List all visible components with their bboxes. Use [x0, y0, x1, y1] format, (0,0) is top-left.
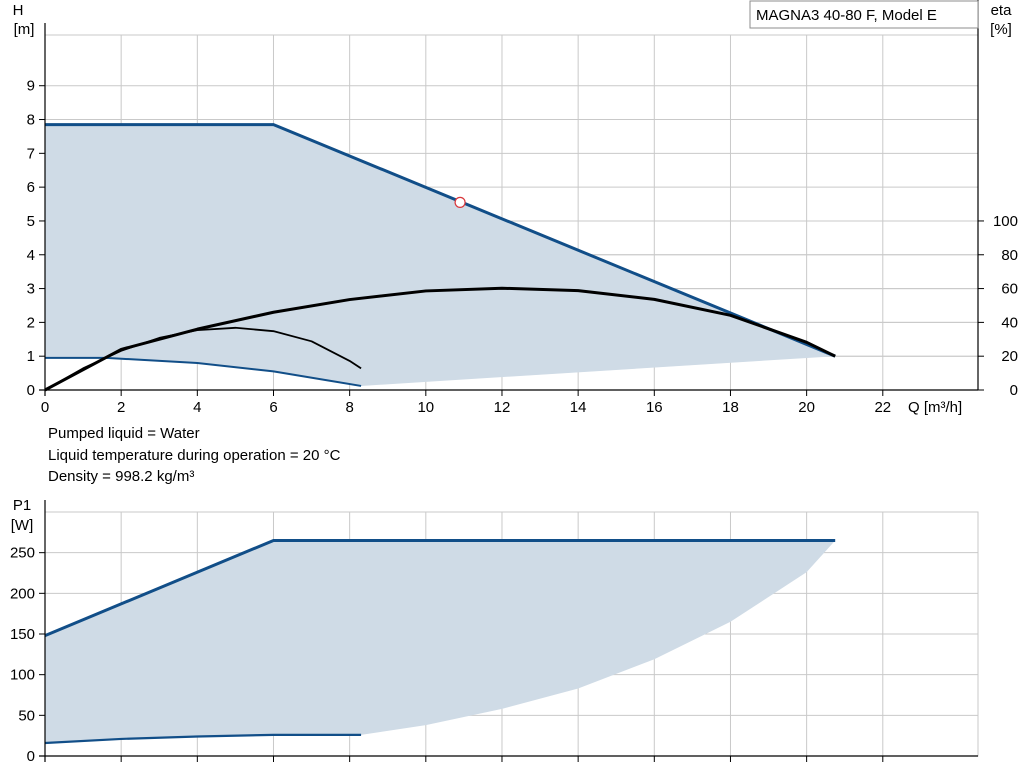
- power-flow-chart: 0 50 100 150 200 250 P1 [W]: [10, 497, 979, 765]
- eta-axis-label-2: [%]: [990, 21, 1012, 38]
- head-chart-plot-area: [44, 123, 836, 392]
- x-tick-label: 0: [41, 399, 49, 416]
- y-tick-label: 1: [27, 348, 35, 365]
- min-head-curve: [45, 356, 362, 387]
- y-tick-label: 50: [18, 707, 35, 724]
- y-tick-label: 2: [27, 314, 35, 331]
- power-chart-plot-area: [44, 538, 836, 745]
- duty-point-marker: [454, 196, 466, 208]
- y-tick-label: 3: [27, 281, 35, 298]
- power-chart-axes: 0 50 100 150 200 250: [10, 500, 978, 765]
- x-tick-label: 18: [722, 399, 739, 416]
- power-axis-label-1: P1: [13, 497, 31, 514]
- min-power-curve: [44, 733, 362, 745]
- x-tick-label: 4: [193, 399, 201, 416]
- liquid-temperature-line: Liquid temperature during operation = 20…: [48, 447, 341, 464]
- head-axis-label-2: [m]: [14, 21, 35, 38]
- y-tick-label: 200: [10, 585, 35, 602]
- x-tick-label: 8: [345, 399, 353, 416]
- x-tick-label: 16: [646, 399, 663, 416]
- y-tick-label: 0: [27, 748, 35, 765]
- y-tick-label: 100: [10, 667, 35, 684]
- x-tick-label: 6: [269, 399, 277, 416]
- power-axis-label-2: [W]: [11, 517, 34, 534]
- model-label: MAGNA3 40-80 F, Model E: [756, 7, 937, 24]
- y-tick-label: 0: [27, 382, 35, 399]
- y-tick-label: 4: [27, 247, 35, 264]
- x-tick-label: 22: [874, 399, 891, 416]
- eta-tick-label: 60: [1001, 281, 1018, 298]
- eta-tick-label: 80: [1001, 247, 1018, 264]
- eta-axis-label-1: eta: [991, 2, 1013, 19]
- y-tick-label: 7: [27, 145, 35, 162]
- eta-tick-label: 40: [1001, 314, 1018, 331]
- power-operating-envelope: [45, 540, 836, 743]
- x-tick-label: 2: [117, 399, 125, 416]
- y-tick-label: 9: [27, 78, 35, 95]
- max-power-curve: [44, 538, 836, 638]
- x-tick-label: 12: [494, 399, 511, 416]
- eta-tick-label: 100: [993, 213, 1018, 230]
- y-tick-label: 250: [10, 545, 35, 562]
- y-tick-label: 5: [27, 213, 35, 230]
- x-tick-label: 20: [798, 399, 815, 416]
- x-tick-label: 14: [570, 399, 587, 416]
- y-tick-label: 8: [27, 112, 35, 129]
- model-label-box: MAGNA3 40-80 F, Model E: [749, 0, 979, 29]
- y-tick-label: 150: [10, 626, 35, 643]
- eta-tick-label: 0: [1010, 382, 1018, 399]
- efficiency-max-curve: [44, 286, 836, 392]
- pumped-liquid-line: Pumped liquid = Water: [48, 425, 200, 442]
- x-tick-label: 10: [417, 399, 434, 416]
- max-head-curve: [45, 123, 836, 358]
- density-line: Density = 998.2 kg/m³: [48, 468, 195, 485]
- flow-axis-label: Q [m³/h]: [908, 399, 962, 416]
- y-tick-label: 6: [27, 179, 35, 196]
- head-axis-label-1: H: [13, 2, 24, 19]
- eta-tick-label: 20: [1001, 348, 1018, 365]
